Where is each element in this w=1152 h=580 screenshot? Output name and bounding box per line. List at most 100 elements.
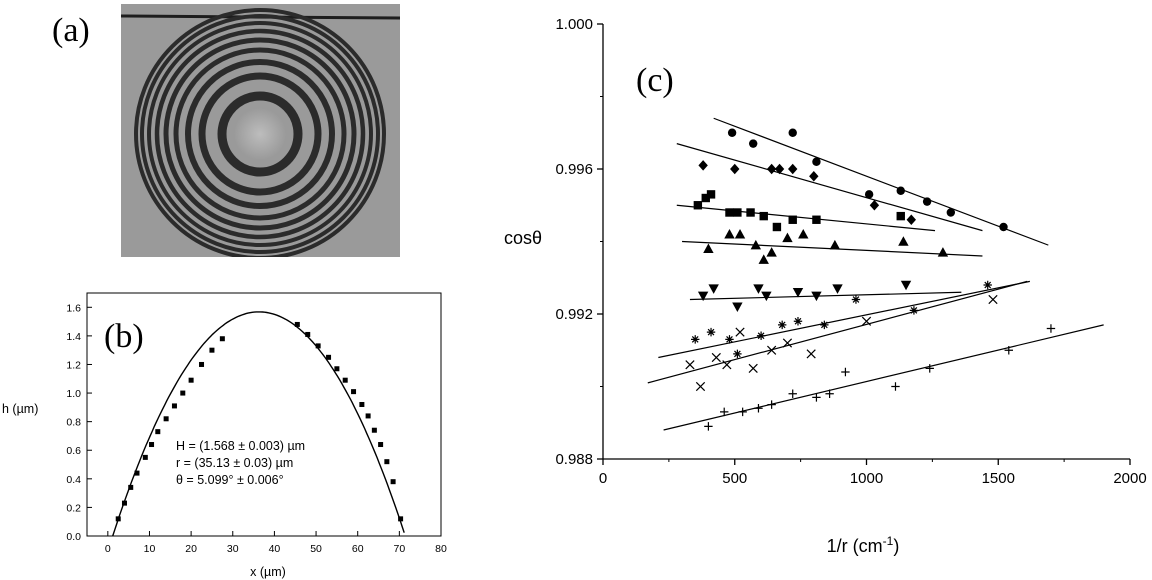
data-point bbox=[219, 336, 225, 342]
chart-c-ticks: 0 500 1000 1500 2000 0.988 0.992 0.996 1.000 bbox=[555, 16, 1146, 487]
y-tick-label: 0.6 bbox=[66, 445, 81, 457]
chart-b-annotation-2: r = (35.13 ± 0.03) µm bbox=[176, 456, 293, 470]
data-point bbox=[351, 389, 357, 395]
panel-label-a: (a) bbox=[52, 12, 90, 49]
micrograph-center-spot bbox=[234, 108, 286, 160]
marker-square bbox=[693, 201, 703, 210]
marker-circle bbox=[922, 197, 932, 206]
x-tick-label: 70 bbox=[394, 543, 406, 555]
chart-b-annotation-1: H = (1.568 ± 0.003) µm bbox=[176, 439, 305, 453]
data-point bbox=[180, 390, 186, 396]
marker-plus bbox=[1004, 346, 1013, 355]
chart-c-points bbox=[685, 128, 1056, 431]
y-tick-label: 0.8 bbox=[66, 417, 81, 429]
marker-asterisk bbox=[733, 349, 742, 359]
chart-b-annotation-3: θ = 5.099° ± 0.006° bbox=[176, 473, 284, 487]
marker-square bbox=[759, 211, 768, 221]
marker-plus bbox=[720, 407, 729, 417]
marker-asterisk bbox=[983, 280, 992, 290]
marker-plus bbox=[891, 382, 900, 391]
interference-ring bbox=[173, 47, 347, 221]
panel-label-c: (c) bbox=[636, 62, 674, 99]
chart-c-xlabel: 1/r (cm-1) bbox=[827, 534, 900, 556]
marker-cross bbox=[861, 316, 872, 326]
x-tick-label: 2000 bbox=[1113, 470, 1146, 487]
marker-circle bbox=[864, 190, 874, 199]
marker-square bbox=[788, 215, 797, 224]
marker-square bbox=[896, 211, 905, 221]
chart-b-points bbox=[115, 321, 404, 522]
interference-ring bbox=[147, 21, 373, 247]
marker-triangle-up bbox=[724, 229, 735, 239]
data-point bbox=[142, 454, 148, 460]
marker-plus bbox=[754, 404, 763, 413]
marker-square bbox=[701, 193, 710, 203]
data-point bbox=[326, 354, 332, 360]
marker-cross bbox=[711, 352, 721, 363]
data-point bbox=[155, 429, 161, 435]
marker-diamond bbox=[788, 163, 798, 175]
marker-triangle-up bbox=[898, 236, 909, 246]
marker-triangle-down bbox=[900, 280, 912, 291]
y-tick-label: 0.988 bbox=[555, 451, 593, 468]
marker-asterisk bbox=[793, 317, 803, 326]
marker-diamond bbox=[906, 214, 916, 225]
marker-asterisk bbox=[777, 320, 787, 330]
marker-plus bbox=[812, 393, 821, 402]
panel-label-b: (b) bbox=[104, 318, 144, 355]
data-point bbox=[149, 442, 155, 448]
interference-rings-micrograph bbox=[121, 4, 400, 257]
marker-triangle-down bbox=[832, 284, 843, 294]
chart-c-frame bbox=[602, 24, 1130, 460]
marker-cross bbox=[735, 327, 745, 337]
marker-triangle-down bbox=[753, 284, 764, 294]
marker-circle bbox=[812, 157, 821, 166]
x-tick-label: 0 bbox=[105, 543, 111, 555]
data-point bbox=[384, 459, 390, 465]
fit-line-plus bbox=[663, 324, 1104, 431]
marker-cross bbox=[806, 349, 816, 359]
interference-rings bbox=[134, 8, 386, 257]
marker-plus bbox=[788, 389, 797, 398]
chart-b-frame bbox=[86, 292, 442, 537]
data-point bbox=[115, 516, 121, 522]
marker-diamond bbox=[730, 163, 740, 175]
marker-cross bbox=[748, 363, 758, 373]
marker-triangle-up bbox=[758, 254, 769, 264]
fit-line-square bbox=[676, 204, 936, 232]
y-tick-label: 0.992 bbox=[555, 306, 593, 323]
fit-line-circle bbox=[713, 117, 1049, 246]
marker-asterisk bbox=[706, 327, 716, 337]
y-tick-label: 0.2 bbox=[66, 502, 81, 514]
data-point bbox=[342, 377, 348, 383]
marker-triangle-up bbox=[829, 239, 841, 250]
data-point bbox=[305, 331, 311, 337]
x-tick-label: 30 bbox=[227, 543, 239, 555]
x-tick-label: 1500 bbox=[982, 470, 1015, 487]
interference-ring bbox=[154, 28, 366, 240]
interference-ring bbox=[140, 14, 380, 254]
chart-b-plot-area bbox=[86, 292, 442, 537]
chart-b-xlabel: x (µm) bbox=[250, 565, 286, 579]
y-tick-label: 1.000 bbox=[555, 16, 593, 33]
chart-c-fit-lines bbox=[647, 117, 1104, 431]
chart-b-ticks: 0 10 20 30 40 50 60 70 80 0.0 0.2 0.4 0.6 0.8 1.0 1.2 1.… bbox=[66, 302, 447, 555]
marker-square bbox=[706, 190, 716, 199]
marker-diamond bbox=[698, 160, 708, 171]
interference-ring bbox=[185, 59, 335, 209]
marker-asterisk bbox=[851, 295, 861, 304]
marker-circle bbox=[999, 222, 1008, 232]
data-point bbox=[398, 516, 404, 522]
x-tick-label: 500 bbox=[722, 470, 747, 487]
interference-ring bbox=[198, 72, 322, 196]
chart-b-fit-curve bbox=[112, 311, 405, 537]
marker-asterisk bbox=[725, 335, 734, 344]
marker-triangle-down bbox=[792, 288, 804, 298]
x-tick-label: 60 bbox=[352, 543, 364, 555]
chart-c-ylabel: cosθ bbox=[504, 228, 542, 248]
marker-cross bbox=[782, 338, 793, 348]
x-tick-label: 0 bbox=[599, 470, 607, 487]
y-tick-label: 0.996 bbox=[555, 161, 593, 178]
x-tick-label: 20 bbox=[185, 543, 197, 555]
fit-line-diamond bbox=[676, 143, 983, 232]
